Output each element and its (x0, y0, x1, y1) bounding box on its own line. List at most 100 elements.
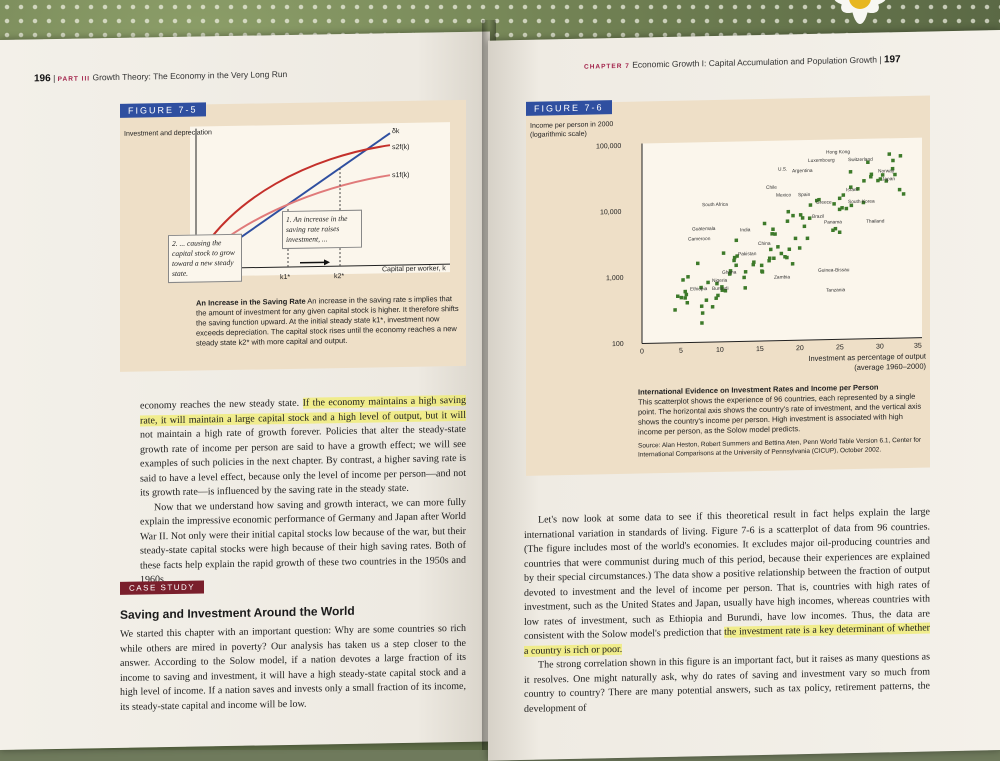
scatter-point (771, 227, 775, 231)
scatter-point (686, 301, 690, 305)
case-study-text: We started this chapter with an importan… (120, 622, 466, 715)
scatter-point (787, 210, 791, 214)
scatter-point (773, 232, 777, 236)
scatter-point (902, 192, 906, 196)
country-label: Thailand (866, 218, 885, 224)
scatter-point (763, 222, 767, 226)
note-2-box: 2. ... causing the capital stock to grow… (168, 234, 242, 283)
country-label: Guinea-Bissau (818, 267, 850, 274)
scatter-point (806, 237, 810, 241)
scatter-point (742, 276, 746, 280)
scatter-point (744, 270, 748, 274)
scatter-point (760, 269, 764, 273)
scatter-point (734, 263, 738, 267)
country-label: Ghana (722, 270, 737, 276)
scatter-point (701, 311, 705, 315)
x-axis-label: Capital per worker, k (382, 265, 446, 273)
k2-label: k2* (334, 273, 344, 280)
country-label: U.S. (778, 166, 787, 172)
x-tick-10: 10 (716, 347, 724, 354)
scatter-point (842, 193, 846, 197)
figure-7-5-caption: An Increase in the Saving Rate An increa… (196, 294, 460, 349)
country-label: Japan (882, 176, 895, 182)
right-page-number: 197 (884, 54, 901, 65)
x-tick-0: 0 (640, 348, 644, 355)
scatter-point (705, 298, 709, 302)
figure-7-6-chart: Income per person in 2000 (logarithmic s… (526, 109, 930, 357)
country-label: Hong Kong (826, 149, 850, 156)
scatter-point (780, 252, 784, 256)
right-page: CHAPTER 7 Economic Growth I: Capital Acc… (488, 30, 1000, 761)
country-label: India (740, 227, 751, 233)
scatter-point (898, 188, 902, 192)
case-study-title: Saving and Investment Around the World (120, 604, 355, 622)
scatter-point (801, 216, 805, 220)
left-p1-end: not maintain a high rate of growth forev… (140, 424, 466, 499)
chapter-label: CHAPTER 7 (584, 63, 630, 71)
scatter-point (891, 159, 895, 163)
x-tick-5: 5 (679, 348, 683, 355)
scatter-point (676, 294, 680, 298)
left-page-number: 196 (34, 73, 51, 84)
scatter-point (722, 251, 726, 255)
scatter-point (696, 262, 700, 266)
country-label: Burundi (712, 286, 729, 292)
country-label: Cameroon (688, 236, 711, 242)
scatter-point (732, 259, 736, 263)
left-page: 196 | PART III Growth Theory: The Econom… (0, 31, 490, 750)
x-tick-20: 20 (796, 345, 804, 352)
scatter-point (862, 179, 866, 183)
scatter-point (888, 152, 892, 156)
right-p1-start: Let's now look at some data to see if th… (524, 506, 930, 642)
left-body-text: economy reaches the new steady state. If… (140, 394, 466, 588)
country-label: Ethiopia (690, 286, 708, 292)
scatter-point (785, 256, 789, 260)
scatter-point (791, 214, 795, 218)
scatter-point (838, 197, 842, 201)
country-label: Mexico (776, 192, 792, 198)
figure-7-6-caption: International Evidence on Investment Rat… (638, 382, 924, 460)
y-axis-label-2: (logarithmic scale) (530, 131, 587, 139)
scatter-point (809, 203, 813, 207)
country-label: Pakistan (738, 251, 757, 257)
curve-label-dk: δk (392, 128, 400, 135)
scatter-point (760, 264, 764, 268)
right-paragraph-2: The strong correlation shown in this fig… (524, 650, 930, 717)
country-label: Switzerland (848, 157, 873, 164)
scatter-point (711, 305, 715, 309)
scatter-point (869, 175, 873, 179)
country-label: South Africa (702, 202, 728, 209)
k1-label: k1* (280, 274, 290, 281)
y-tick-1000: 1,000 (606, 275, 624, 282)
scatter-point (680, 296, 684, 300)
y-tick-labels: 100,000 10,000 1,000 100 (596, 143, 624, 349)
scatter-point (788, 247, 792, 251)
figure-7-6-tag: FIGURE 7-6 (526, 100, 612, 116)
country-label: Guatemala (692, 226, 716, 232)
left-running-title: Growth Theory: The Economy in the Very L… (92, 69, 287, 82)
curve-label-s2: s2f(k) (392, 144, 409, 151)
right-paragraph-1: Let's now look at some data to see if th… (524, 505, 930, 659)
scatter-point (770, 232, 774, 236)
scatter-point (899, 154, 903, 158)
scatter-point (767, 259, 771, 263)
country-label: South Korea (848, 199, 875, 206)
curve-label-s1: s1f(k) (392, 172, 409, 179)
x-tick-30: 30 (876, 343, 884, 350)
y-tick-100000: 100,000 (596, 143, 621, 151)
scatter-point (791, 262, 795, 266)
country-label: Greece (816, 200, 832, 206)
scatter-point (838, 230, 842, 234)
scatter-point (700, 321, 704, 325)
x-tick-35: 35 (914, 343, 922, 350)
scatter-point (798, 246, 802, 250)
scatter-point (743, 286, 747, 290)
country-label: Zambia (774, 274, 790, 280)
part-label: PART III (58, 75, 90, 83)
y-tick-100: 100 (612, 341, 624, 348)
scatter-point (683, 296, 687, 300)
scatter-point (706, 281, 710, 285)
right-running-head: CHAPTER 7 Economic Growth I: Capital Acc… (584, 54, 901, 72)
left-paragraph-2: Now that we understand how saving and gr… (140, 495, 466, 588)
scatter-point (786, 219, 790, 223)
